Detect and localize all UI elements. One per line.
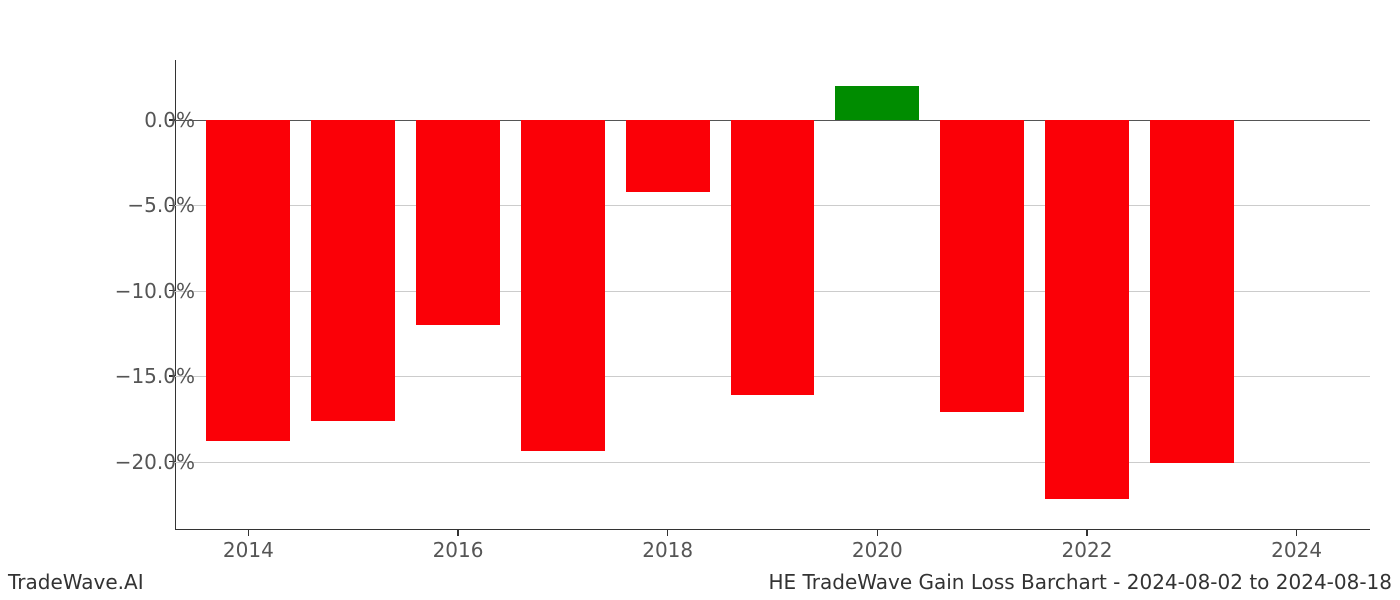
bar bbox=[731, 120, 815, 395]
bar bbox=[1150, 120, 1234, 464]
x-tick-label: 2014 bbox=[223, 538, 274, 562]
x-tick-mark bbox=[1296, 530, 1298, 536]
x-tick-label: 2020 bbox=[852, 538, 903, 562]
x-tick-mark bbox=[248, 530, 250, 536]
bar bbox=[835, 86, 919, 120]
bar bbox=[521, 120, 605, 452]
footer-caption: HE TradeWave Gain Loss Barchart - 2024-0… bbox=[768, 570, 1392, 594]
y-tick-label: 0.0% bbox=[55, 108, 195, 132]
chart-plot-area bbox=[175, 60, 1370, 530]
bar bbox=[626, 120, 710, 192]
footer-brand: TradeWave.AI bbox=[8, 570, 144, 594]
x-tick-mark bbox=[877, 530, 879, 536]
x-tick-label: 2016 bbox=[433, 538, 484, 562]
x-tick-mark bbox=[457, 530, 459, 536]
x-tick-label: 2018 bbox=[642, 538, 693, 562]
y-tick-label: −20.0% bbox=[55, 450, 195, 474]
y-tick-label: −15.0% bbox=[55, 364, 195, 388]
bar bbox=[206, 120, 290, 441]
bar bbox=[311, 120, 395, 421]
x-tick-mark bbox=[667, 530, 669, 536]
bar bbox=[1045, 120, 1129, 499]
y-tick-label: −10.0% bbox=[55, 279, 195, 303]
bar bbox=[940, 120, 1024, 412]
x-tick-label: 2022 bbox=[1062, 538, 1113, 562]
y-tick-label: −5.0% bbox=[55, 193, 195, 217]
x-tick-label: 2024 bbox=[1271, 538, 1322, 562]
bar bbox=[416, 120, 500, 325]
x-tick-mark bbox=[1086, 530, 1088, 536]
